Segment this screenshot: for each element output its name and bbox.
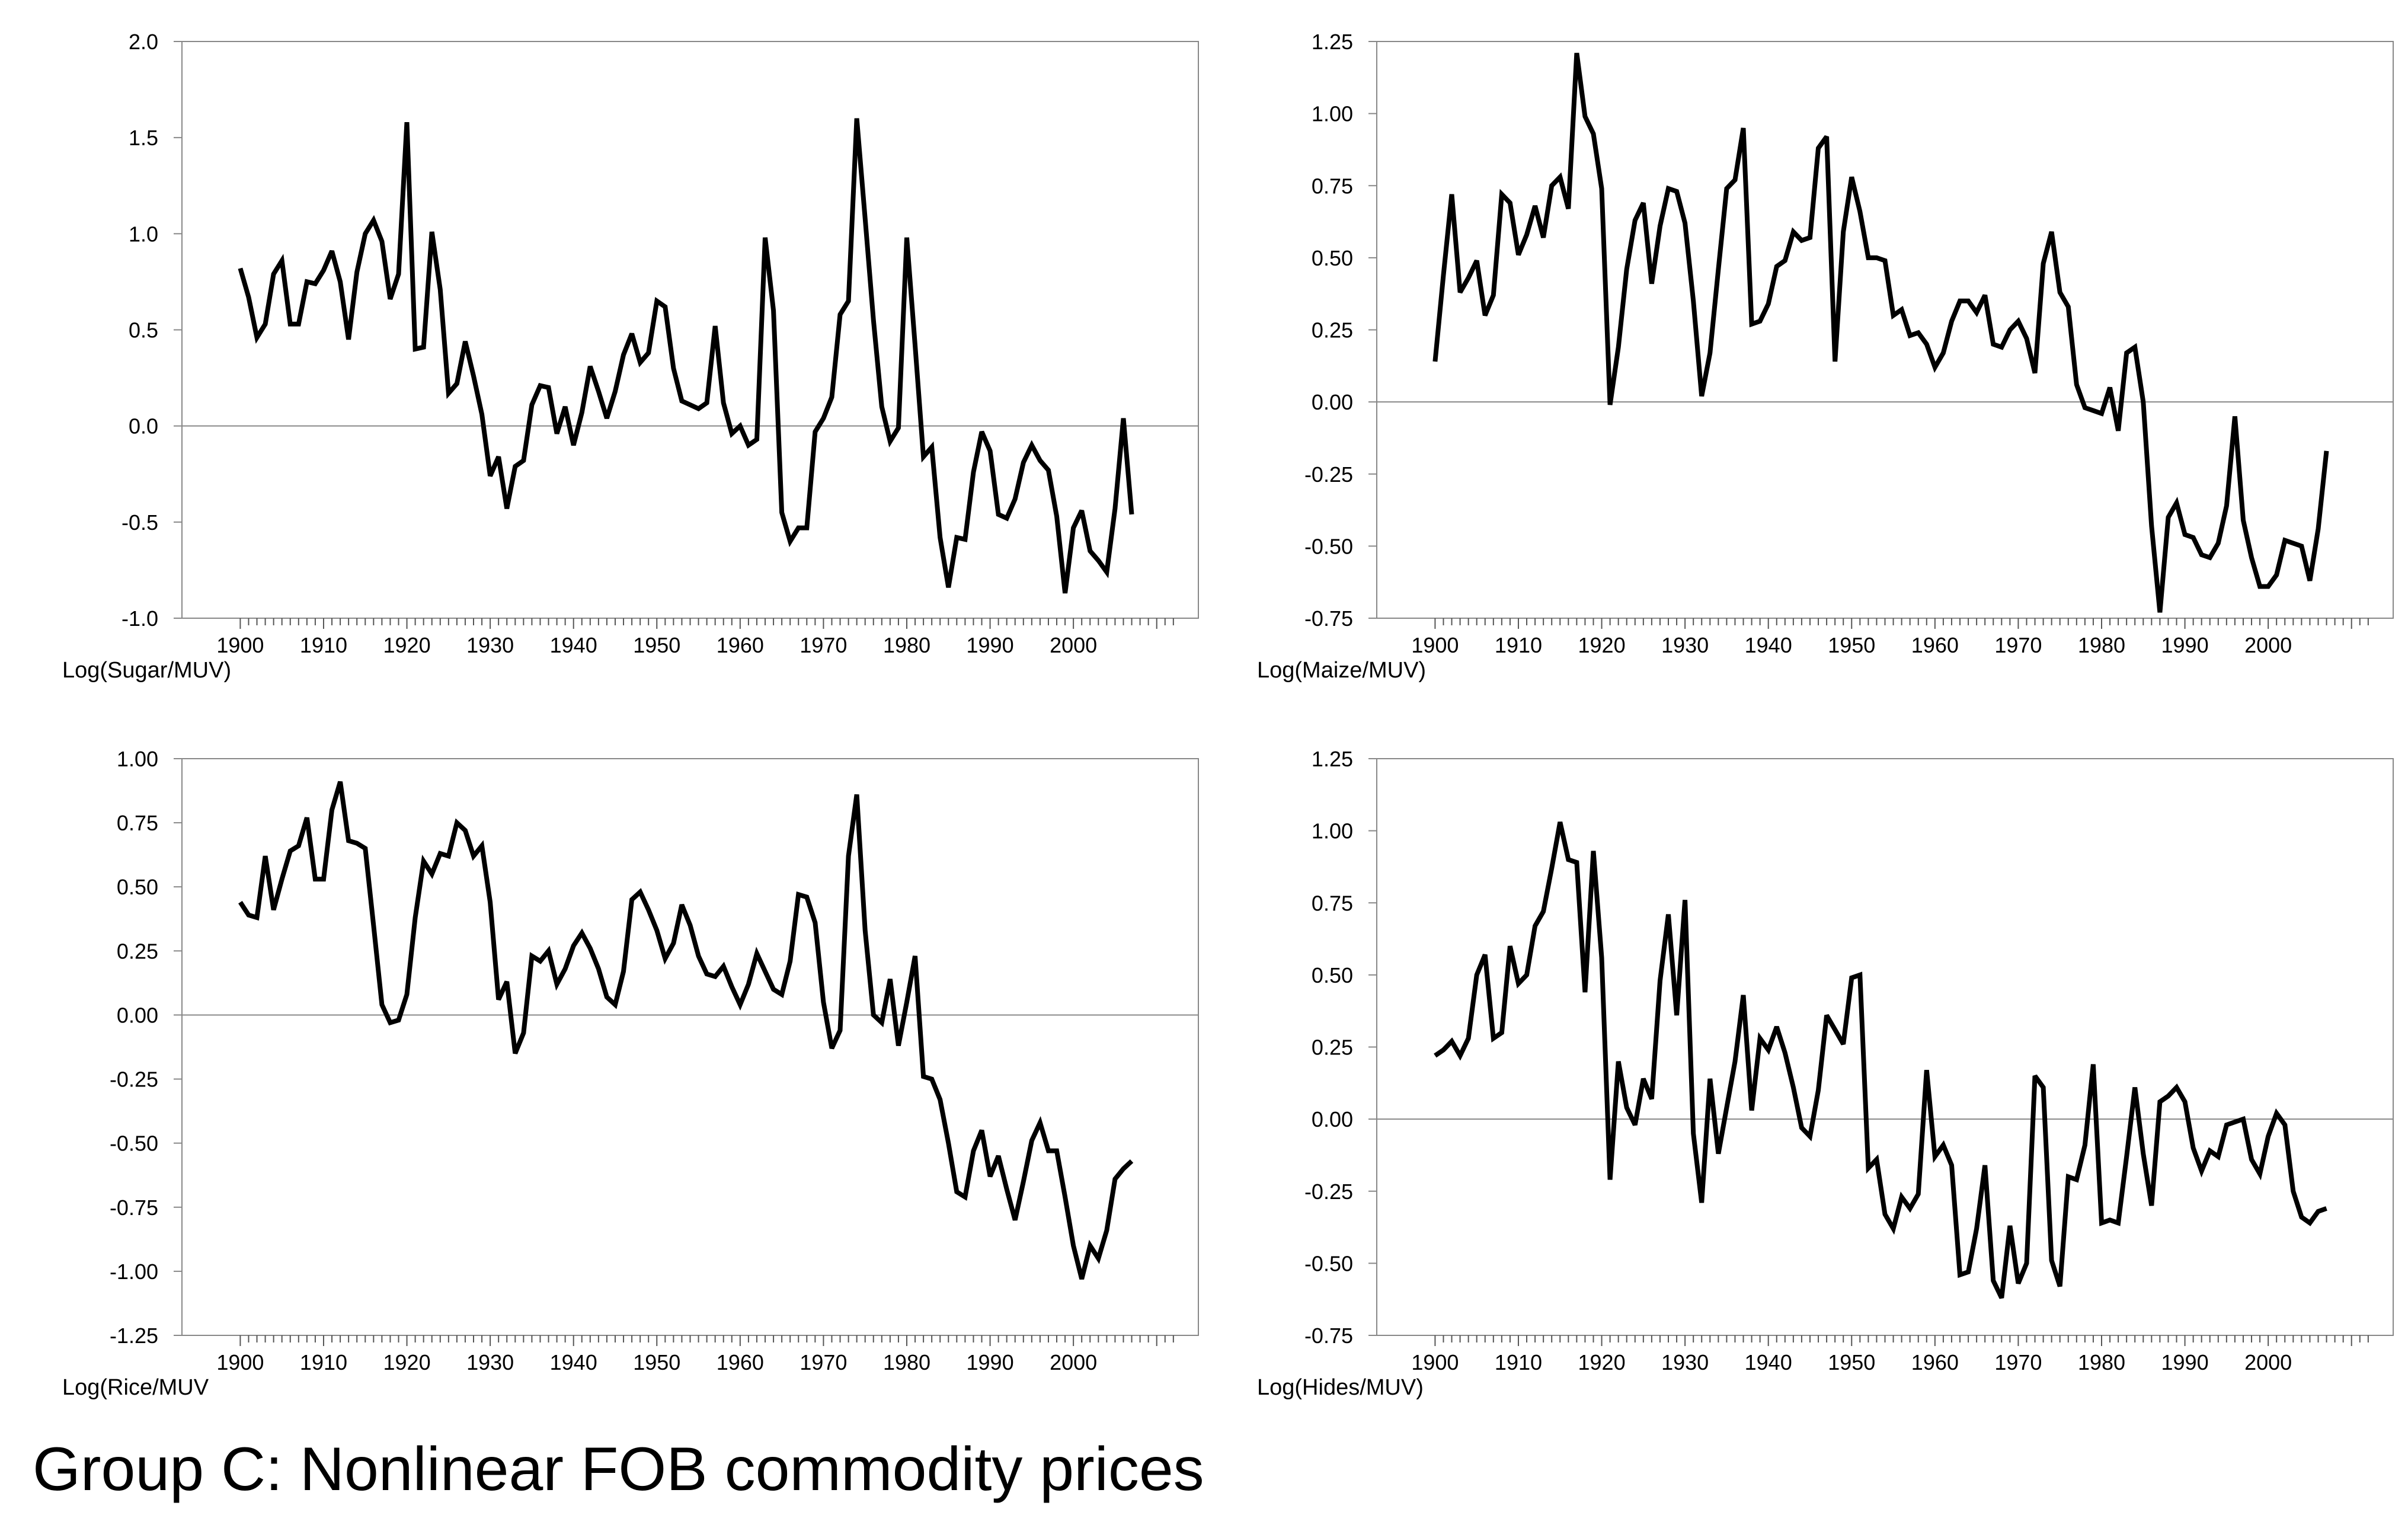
y-tick-label: -0.50 xyxy=(1304,534,1353,558)
y-tick-label: 0.50 xyxy=(117,875,158,899)
x-tick-label: 1990 xyxy=(2161,633,2209,657)
y-tick-label: 1.00 xyxy=(1312,102,1353,126)
chart-hides: -0.75 -0.50 -0.25 0.00 0.25 0.50 0.75 1.00 1.25 1… xyxy=(1257,747,2394,1400)
y-tick-label: 0.25 xyxy=(117,939,158,963)
x-tick-label: 2000 xyxy=(2244,1350,2292,1374)
y-tick-label: -0.50 xyxy=(110,1131,158,1156)
y-tick-label: 1.5 xyxy=(129,126,158,150)
x-tick-label: 1950 xyxy=(1828,633,1875,657)
x-tick-label: 1910 xyxy=(300,1350,347,1374)
x-tick-label: 1940 xyxy=(550,1350,597,1374)
figure-title: Group C: Nonlinear FOB commodity prices xyxy=(33,1435,1204,1504)
x-tick-label: 1940 xyxy=(1745,1350,1792,1374)
plot-frame xyxy=(1376,41,2394,619)
y-tick-label: 0.50 xyxy=(1312,963,1353,987)
y-tick-label: -0.50 xyxy=(1304,1251,1353,1276)
x-tick-label: 2000 xyxy=(2244,633,2292,657)
y-tick-label: -0.75 xyxy=(1304,1324,1353,1348)
x-tick-label: 2000 xyxy=(1050,1350,1097,1374)
x-tick-label: 1900 xyxy=(1411,1350,1459,1374)
y-tick-label: -0.75 xyxy=(1304,606,1353,631)
series-line-sugar xyxy=(238,118,1134,594)
x-tick-label: 1950 xyxy=(633,1350,680,1374)
y-tick-label: -0.25 xyxy=(1304,462,1353,487)
x-tick-label: 1920 xyxy=(383,1350,431,1374)
x-tick-label: 1950 xyxy=(633,633,680,657)
y-tick-label: 0.00 xyxy=(117,1003,158,1027)
x-tick-label: 1990 xyxy=(967,633,1014,657)
x-tick-label: 1900 xyxy=(1411,633,1459,657)
series-line-hides xyxy=(1434,821,2327,1299)
x-tick-label: 1900 xyxy=(216,1350,264,1374)
y-tick-label: -1.0 xyxy=(121,606,158,631)
y-tick-label: 1.0 xyxy=(129,222,158,246)
x-tick-label: 1960 xyxy=(717,633,764,657)
y-tick-label: -1.25 xyxy=(110,1324,158,1348)
plot-frame xyxy=(181,41,1199,619)
x-tick-label: 1920 xyxy=(383,633,431,657)
y-tick-label: 0.00 xyxy=(1312,1107,1353,1131)
series-line-maize xyxy=(1432,52,2329,613)
y-tick-label: 0.25 xyxy=(1312,318,1353,343)
x-tick-label: 1940 xyxy=(550,633,597,657)
x-tick-label: 1930 xyxy=(1661,633,1709,657)
x-tick-label: 1920 xyxy=(1578,633,1626,657)
x-tick-label: 1960 xyxy=(1911,1350,1959,1374)
x-tick-label: 1980 xyxy=(2078,633,2125,657)
x-tick-label: 1950 xyxy=(1828,1350,1875,1374)
x-tick-label: 2000 xyxy=(1050,633,1097,657)
x-tick-label: 1920 xyxy=(1578,1350,1626,1374)
x-tick-label: 1970 xyxy=(1994,633,2042,657)
plot-frame xyxy=(181,758,1199,1336)
x-tick-label: 1990 xyxy=(967,1350,1014,1374)
axis-label: Log(Rice/MUV xyxy=(62,1375,209,1400)
y-tick-label: 0.5 xyxy=(129,318,158,343)
plot-frame xyxy=(1376,758,2394,1336)
x-tick-label: 1930 xyxy=(466,1350,514,1374)
x-tick-label: 1970 xyxy=(1994,1350,2042,1374)
x-tick-label: 1960 xyxy=(717,1350,764,1374)
x-tick-label: 1900 xyxy=(216,633,264,657)
series-line-rice xyxy=(238,781,1134,1280)
y-tick-label: -0.5 xyxy=(121,510,158,535)
y-tick-label: -0.25 xyxy=(1304,1179,1353,1204)
x-tick-label: 1910 xyxy=(1495,633,1542,657)
y-tick-label: 1.00 xyxy=(1312,819,1353,843)
x-tick-label: 1990 xyxy=(2161,1350,2209,1374)
y-tick-label: 0.75 xyxy=(1312,174,1353,198)
y-tick-label: 0.00 xyxy=(1312,390,1353,414)
x-tick-label: 1910 xyxy=(1495,1350,1542,1374)
y-tick-label: 0.0 xyxy=(129,414,158,439)
y-tick-label: 1.00 xyxy=(117,747,158,771)
x-tick-label: 1930 xyxy=(1661,1350,1709,1374)
y-tick-label: -0.75 xyxy=(110,1195,158,1220)
y-tick-label: 0.25 xyxy=(1312,1035,1353,1060)
x-tick-label: 1910 xyxy=(300,633,347,657)
x-tick-label: 1980 xyxy=(883,1350,930,1374)
chart-sugar: -1.0 -0.5 0.0 0.5 1.0 1.5 2.0 1900 1910 1920 1930 1… xyxy=(62,30,1199,683)
axis-label: Log(Sugar/MUV) xyxy=(62,658,231,683)
y-tick-label: 0.75 xyxy=(1312,891,1353,915)
x-tick-label: 1970 xyxy=(800,633,847,657)
y-tick-label: 0.50 xyxy=(1312,246,1353,270)
x-tick-label: 1980 xyxy=(883,633,930,657)
x-tick-label: 1970 xyxy=(800,1350,847,1374)
axis-label: Log(Hides/MUV) xyxy=(1257,1375,1424,1400)
y-tick-label: -1.00 xyxy=(110,1260,158,1284)
y-tick-label: -0.25 xyxy=(110,1067,158,1092)
x-tick-label: 1980 xyxy=(2078,1350,2125,1374)
x-tick-label: 1940 xyxy=(1745,633,1792,657)
x-tick-label: 1930 xyxy=(466,633,514,657)
x-tick-label: 1960 xyxy=(1911,633,1959,657)
chart-maize: -0.75 -0.50 -0.25 0.00 0.25 0.50 0.75 1.00 1.25 1… xyxy=(1257,30,2394,683)
y-tick-label: 1.25 xyxy=(1312,30,1353,54)
y-tick-label: 2.0 xyxy=(129,30,158,54)
chart-rice: -1.25 -1.00 -0.75 -0.50 -0.25 0.00 0.25 0.50 0.7… xyxy=(62,747,1199,1400)
y-tick-label: 0.75 xyxy=(117,811,158,835)
axis-label: Log(Maize/MUV) xyxy=(1257,658,1426,683)
y-tick-label: 1.25 xyxy=(1312,747,1353,771)
